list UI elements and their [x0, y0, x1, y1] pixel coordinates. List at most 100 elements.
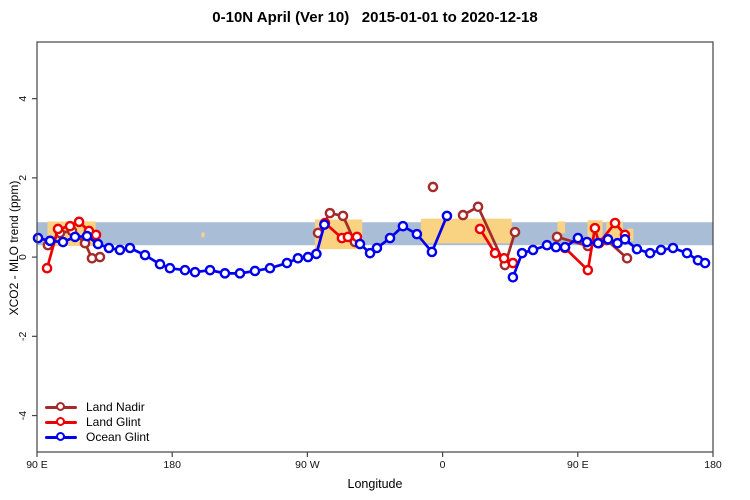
- data-point: [204, 264, 216, 276]
- data-point: [527, 244, 539, 256]
- data-point: [507, 257, 519, 269]
- data-point: [384, 232, 396, 244]
- data-point: [441, 210, 453, 222]
- data-point: [354, 238, 366, 250]
- data-point: [319, 219, 330, 230]
- data-point: [551, 231, 563, 243]
- data-point: [189, 266, 201, 278]
- data-point: [371, 242, 383, 254]
- legend-item-land-nadir: Land Nadir: [45, 400, 149, 414]
- data-point: [311, 248, 322, 260]
- svg-text:4: 4: [17, 96, 29, 102]
- data-point: [619, 233, 631, 245]
- legend: Land Nadir Land Glint Ocean Glint: [45, 400, 149, 444]
- data-point: [474, 223, 486, 235]
- data-point: [498, 252, 510, 264]
- data-point: [589, 222, 601, 234]
- legend-label: Land Nadir: [86, 400, 145, 414]
- series-ocean-glint: [32, 210, 711, 283]
- orange-patch: [420, 218, 512, 244]
- data-point: [631, 243, 643, 255]
- svg-text:180: 180: [163, 459, 181, 471]
- data-point: [249, 265, 261, 277]
- data-point: [64, 220, 76, 232]
- data-point: [32, 232, 44, 244]
- data-point: [507, 272, 519, 283]
- ocean-glint-line-marker-icon: [45, 430, 77, 444]
- data-point: [337, 210, 349, 222]
- data-point: [609, 217, 621, 229]
- data-point: [124, 242, 136, 254]
- data-point: [94, 251, 106, 263]
- data-point: [302, 251, 314, 263]
- data-point: [73, 216, 85, 228]
- data-point: [411, 228, 423, 240]
- data-point: [572, 232, 584, 244]
- data-point: [179, 264, 191, 276]
- svg-text:90 E: 90 E: [26, 459, 48, 471]
- data-point: [457, 209, 469, 221]
- orange-patch: [627, 228, 634, 242]
- data-point: [550, 241, 562, 253]
- data-point: [397, 220, 409, 232]
- svg-text:180: 180: [704, 459, 722, 471]
- data-point: [667, 242, 679, 254]
- land-nadir-line-marker-icon: [45, 400, 77, 414]
- legend-item-land-glint: Land Glint: [45, 415, 149, 429]
- blue-band: [37, 222, 713, 246]
- data-point: [559, 241, 571, 253]
- data-point: [44, 235, 56, 247]
- data-point: [92, 238, 104, 250]
- data-point: [592, 237, 604, 249]
- data-point: [426, 246, 438, 258]
- data-point: [114, 244, 126, 256]
- data-point: [582, 264, 594, 276]
- data-point: [57, 236, 69, 248]
- data-point: [681, 247, 693, 259]
- data-point: [139, 249, 151, 261]
- chart-title: 0-10N April (Ver 10) 2015-01-01 to 2020-…: [212, 9, 538, 26]
- data-point: [602, 233, 614, 245]
- data-point: [69, 231, 81, 243]
- data-point: [699, 257, 711, 269]
- data-point: [324, 207, 336, 219]
- plot-border: [36, 41, 714, 453]
- data-point: [154, 258, 166, 270]
- data-point: [81, 230, 93, 242]
- data-point: [489, 247, 501, 259]
- data-point: [264, 262, 276, 274]
- orange-patch: [557, 221, 566, 234]
- land-glint-line-marker-icon: [45, 415, 77, 429]
- legend-item-ocean-glint: Ocean Glint: [45, 430, 149, 444]
- data-point: [472, 201, 484, 213]
- data-point: [516, 247, 528, 259]
- data-point: [541, 239, 553, 251]
- data-point: [90, 229, 102, 241]
- data-point: [342, 231, 354, 243]
- data-point: [427, 181, 439, 193]
- data-point: [281, 257, 293, 269]
- x-axis: 90 E 180 90 W 0 90 E 180: [26, 452, 722, 471]
- data-point: [581, 236, 593, 248]
- svg-text:90 W: 90 W: [295, 459, 320, 471]
- data-point: [655, 244, 667, 256]
- data-point: [292, 252, 304, 264]
- svg-text:90 E: 90 E: [567, 459, 589, 471]
- data-point: [164, 262, 176, 274]
- y-axis-title: XCO2 - MLO trend (ppm): [7, 180, 21, 316]
- svg-text:-2: -2: [17, 332, 29, 341]
- data-point: [219, 268, 231, 279]
- data-point: [41, 262, 53, 274]
- x-axis-title: Longitude: [347, 477, 403, 491]
- svg-text:0: 0: [17, 254, 29, 260]
- data-point: [234, 268, 246, 279]
- data-point: [364, 247, 376, 259]
- orange-patch: [201, 232, 205, 238]
- data-point: [644, 247, 656, 259]
- y-axis: -4 -2 0 2 4: [17, 96, 37, 420]
- data-point: [52, 223, 64, 235]
- data-point: [621, 252, 633, 264]
- svg-text:-4: -4: [17, 411, 29, 420]
